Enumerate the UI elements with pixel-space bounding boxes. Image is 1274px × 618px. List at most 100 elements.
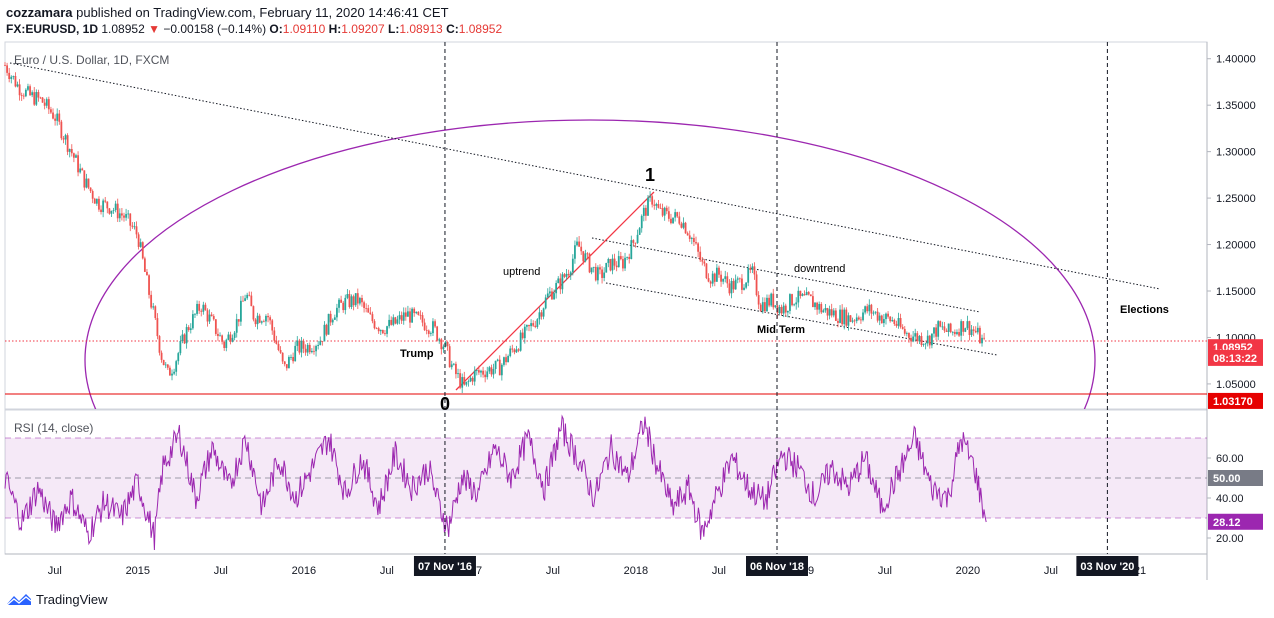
candle-body [129,213,132,226]
candle-body [290,356,292,358]
long-trendline[interactable] [9,62,1161,290]
rsi-tick-label: 60.00 [1216,453,1244,465]
candle-body [632,240,635,243]
candle-body [720,274,722,282]
candle-body [98,198,100,210]
time-tick-label: Jul [48,565,62,577]
candle-body [772,293,775,308]
candle-body [789,294,791,311]
candle-body [269,317,272,321]
candle-body [494,360,497,370]
candle-body [421,315,424,323]
candle-body [477,370,480,373]
candle-body [707,278,710,282]
candle-body [749,267,752,270]
candle-body [436,326,439,341]
candle-body [688,235,691,239]
candle-body [83,170,86,188]
purple-ellipse[interactable] [84,119,1096,590]
candle-body [674,212,677,218]
candle-body [70,149,73,154]
candle-body [87,178,90,188]
candle-body [845,309,848,326]
candle-body [797,290,800,303]
candle-body [396,319,399,324]
candle-body [392,317,395,325]
candle-body [582,251,585,262]
price-tick-label: 1.25000 [1216,193,1256,205]
candle-body [137,234,140,247]
candle-body [596,267,599,281]
candle-body [169,367,171,376]
main-pane-title: Euro / U.S. Dollar, 1D, FXCM [14,53,169,67]
candle-body [240,300,242,322]
brand-name: TradingView [36,591,108,607]
candle-body [851,320,854,322]
author-name[interactable]: cozzamara [6,5,73,20]
open-label: O: [269,22,283,36]
candle-body [146,271,148,276]
candle-body [54,118,57,121]
candle-body [379,329,382,332]
candle-body [210,314,213,317]
candle-body [736,278,739,280]
candle-body [183,334,186,344]
price-tick-label: 1.35000 [1216,100,1256,112]
chart-canvas[interactable]: 1.40000 1.35000 1.30000 1.25000 1.20000 1.150… [0,0,1274,590]
candle-body [419,314,422,316]
candle-body [187,327,190,331]
candle-body [935,327,937,337]
channel-upper-line[interactable] [591,237,981,313]
candle-body [916,333,919,341]
channel-lower-line[interactable] [605,282,998,356]
candle-body [100,209,102,213]
candle-body [949,323,952,333]
candle-body [636,234,639,244]
price-change: −0.00158 (−0.14%) [163,22,267,36]
candle-body [931,333,933,346]
candle-body [212,316,215,320]
candle-body [329,313,332,323]
candle-body [384,333,386,335]
candle-body [223,341,226,348]
candle-body [933,327,935,334]
candle-body [713,273,716,282]
candle-body [759,304,762,312]
candle-body [768,297,770,306]
candle-body [521,332,524,339]
candle-body [310,350,313,353]
candle-body [6,65,8,73]
candle-body [801,294,804,296]
candle-body [202,304,205,312]
candle-body [221,335,224,342]
candle-body [217,333,219,337]
candle-body [121,213,123,216]
candle-body [114,203,117,211]
wave-impulse-line[interactable] [455,191,655,391]
candle-body [198,303,201,311]
price-tag-1-bg [1208,349,1263,366]
candle-body [452,363,455,365]
candle-body [18,84,21,96]
candle-body [709,281,712,284]
time-tag-0: 07 Nov '16 [418,561,472,573]
time-tick-label: Jul [380,565,394,577]
footer-brand[interactable]: TradingView [6,591,108,607]
candle-body [81,168,84,171]
rsi-pane-title: RSI (14, close) [14,421,93,435]
candle-body [941,326,944,328]
candle-body [267,315,269,318]
candle-body [469,377,472,382]
candle-body [20,95,23,96]
candle-body [189,328,192,331]
candle-body [64,135,67,140]
candle-body [262,321,265,323]
candle-body [214,319,217,334]
rsi-tag-0-bg [1208,470,1263,486]
candle-body [943,326,946,331]
rsi-line [4,414,987,551]
candle-body [791,294,793,306]
candle-body [972,329,975,331]
candle-body [755,274,758,296]
publish-info: published on TradingView.com, February 1… [76,5,449,20]
